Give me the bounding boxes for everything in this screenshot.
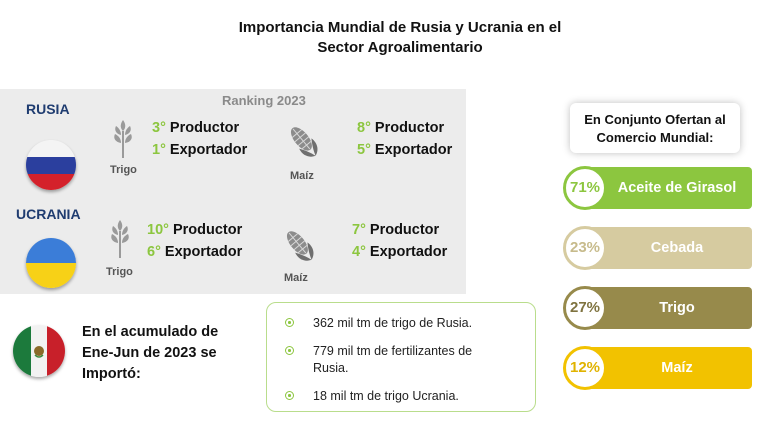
list-item-text: 779 mil tm de fertilizantes de bbox=[313, 344, 473, 358]
title-line-1: Importancia Mundial de Rusia y Ucrania e… bbox=[238, 19, 562, 36]
world-offer-header: En Conjunto Ofertan al Comercio Mundial: bbox=[570, 103, 740, 153]
rusia-trigo-exportador: 1° Exportador bbox=[152, 142, 248, 158]
rusia-maiz-exportador: 5° Exportador bbox=[357, 142, 453, 158]
offer-bar-girasol: Aceite de Girasol bbox=[584, 167, 752, 209]
mexico-import-text: En el acumulado de Ene-Jun de 2023 se Im… bbox=[82, 322, 242, 385]
ucrania-maiz-exportador: 4° Exportador bbox=[352, 244, 448, 260]
offer-pct-trigo: 27% bbox=[563, 286, 607, 330]
offer-label: Cebada bbox=[650, 240, 704, 256]
wheat-label: Trigo bbox=[106, 266, 133, 278]
offer-bar-cebada: Cebada bbox=[584, 227, 752, 269]
header-line-1: En Conjunto Ofertan al bbox=[584, 112, 726, 127]
rusia-maiz-productor: 8° Productor bbox=[357, 120, 445, 136]
wheat-icon bbox=[111, 220, 129, 258]
corn-label: Maíz bbox=[284, 272, 308, 284]
wheat-icon bbox=[114, 120, 132, 158]
country-name-rusia: RUSIA bbox=[26, 101, 70, 117]
mexico-flag-icon bbox=[13, 325, 65, 377]
list-item-text-cont: Rusia. bbox=[313, 361, 349, 375]
title-line-2: Sector Agroalimentario bbox=[317, 39, 483, 56]
ranking-panel bbox=[0, 89, 466, 294]
bullet-icon bbox=[285, 318, 294, 327]
mexico-text-line-2: Ene-Jun de 2023 se bbox=[82, 345, 217, 361]
offer-pct-cebada: 23% bbox=[563, 226, 607, 270]
corn-icon bbox=[290, 127, 318, 157]
offer-pct-girasol: 71% bbox=[563, 166, 607, 210]
bullet-icon bbox=[285, 346, 294, 355]
corn-icon bbox=[286, 231, 314, 261]
ukraine-flag-icon bbox=[26, 238, 76, 288]
header-line-2: Comercio Mundial: bbox=[596, 130, 714, 145]
offer-label: Aceite de Girasol bbox=[617, 180, 737, 196]
offer-label: Trigo bbox=[659, 300, 695, 316]
offer-label: Maíz bbox=[661, 360, 693, 376]
ucrania-trigo-productor: 10° Productor bbox=[147, 222, 243, 238]
offer-bar-trigo: Trigo bbox=[584, 287, 752, 329]
imports-list: 362 mil tm de trigo de Rusia. 779 mil tm… bbox=[266, 302, 536, 412]
offer-bar-maiz: Maíz bbox=[584, 347, 752, 389]
mexico-text-line-1: En el acumulado de bbox=[82, 324, 219, 340]
ucrania-trigo-exportador: 6° Exportador bbox=[147, 244, 243, 260]
russia-flag-icon bbox=[26, 140, 76, 190]
wheat-label: Trigo bbox=[110, 164, 137, 176]
bullet-icon bbox=[285, 391, 294, 400]
mexico-text-line-3: Importó: bbox=[82, 366, 141, 382]
list-item-text: 362 mil tm de trigo de Rusia. bbox=[313, 316, 473, 330]
offer-pct-maiz: 12% bbox=[563, 346, 607, 390]
country-name-ucrania: UCRANIA bbox=[16, 206, 81, 222]
ucrania-maiz-productor: 7° Productor bbox=[352, 222, 440, 238]
ranking-label: Ranking 2023 bbox=[222, 93, 306, 108]
corn-label: Maíz bbox=[290, 170, 314, 182]
page-title: Importancia Mundial de Rusia y Ucrania e… bbox=[200, 18, 600, 58]
list-item-text: 18 mil tm de trigo Ucrania. bbox=[313, 389, 459, 403]
rusia-trigo-productor: 3° Productor bbox=[152, 120, 240, 136]
